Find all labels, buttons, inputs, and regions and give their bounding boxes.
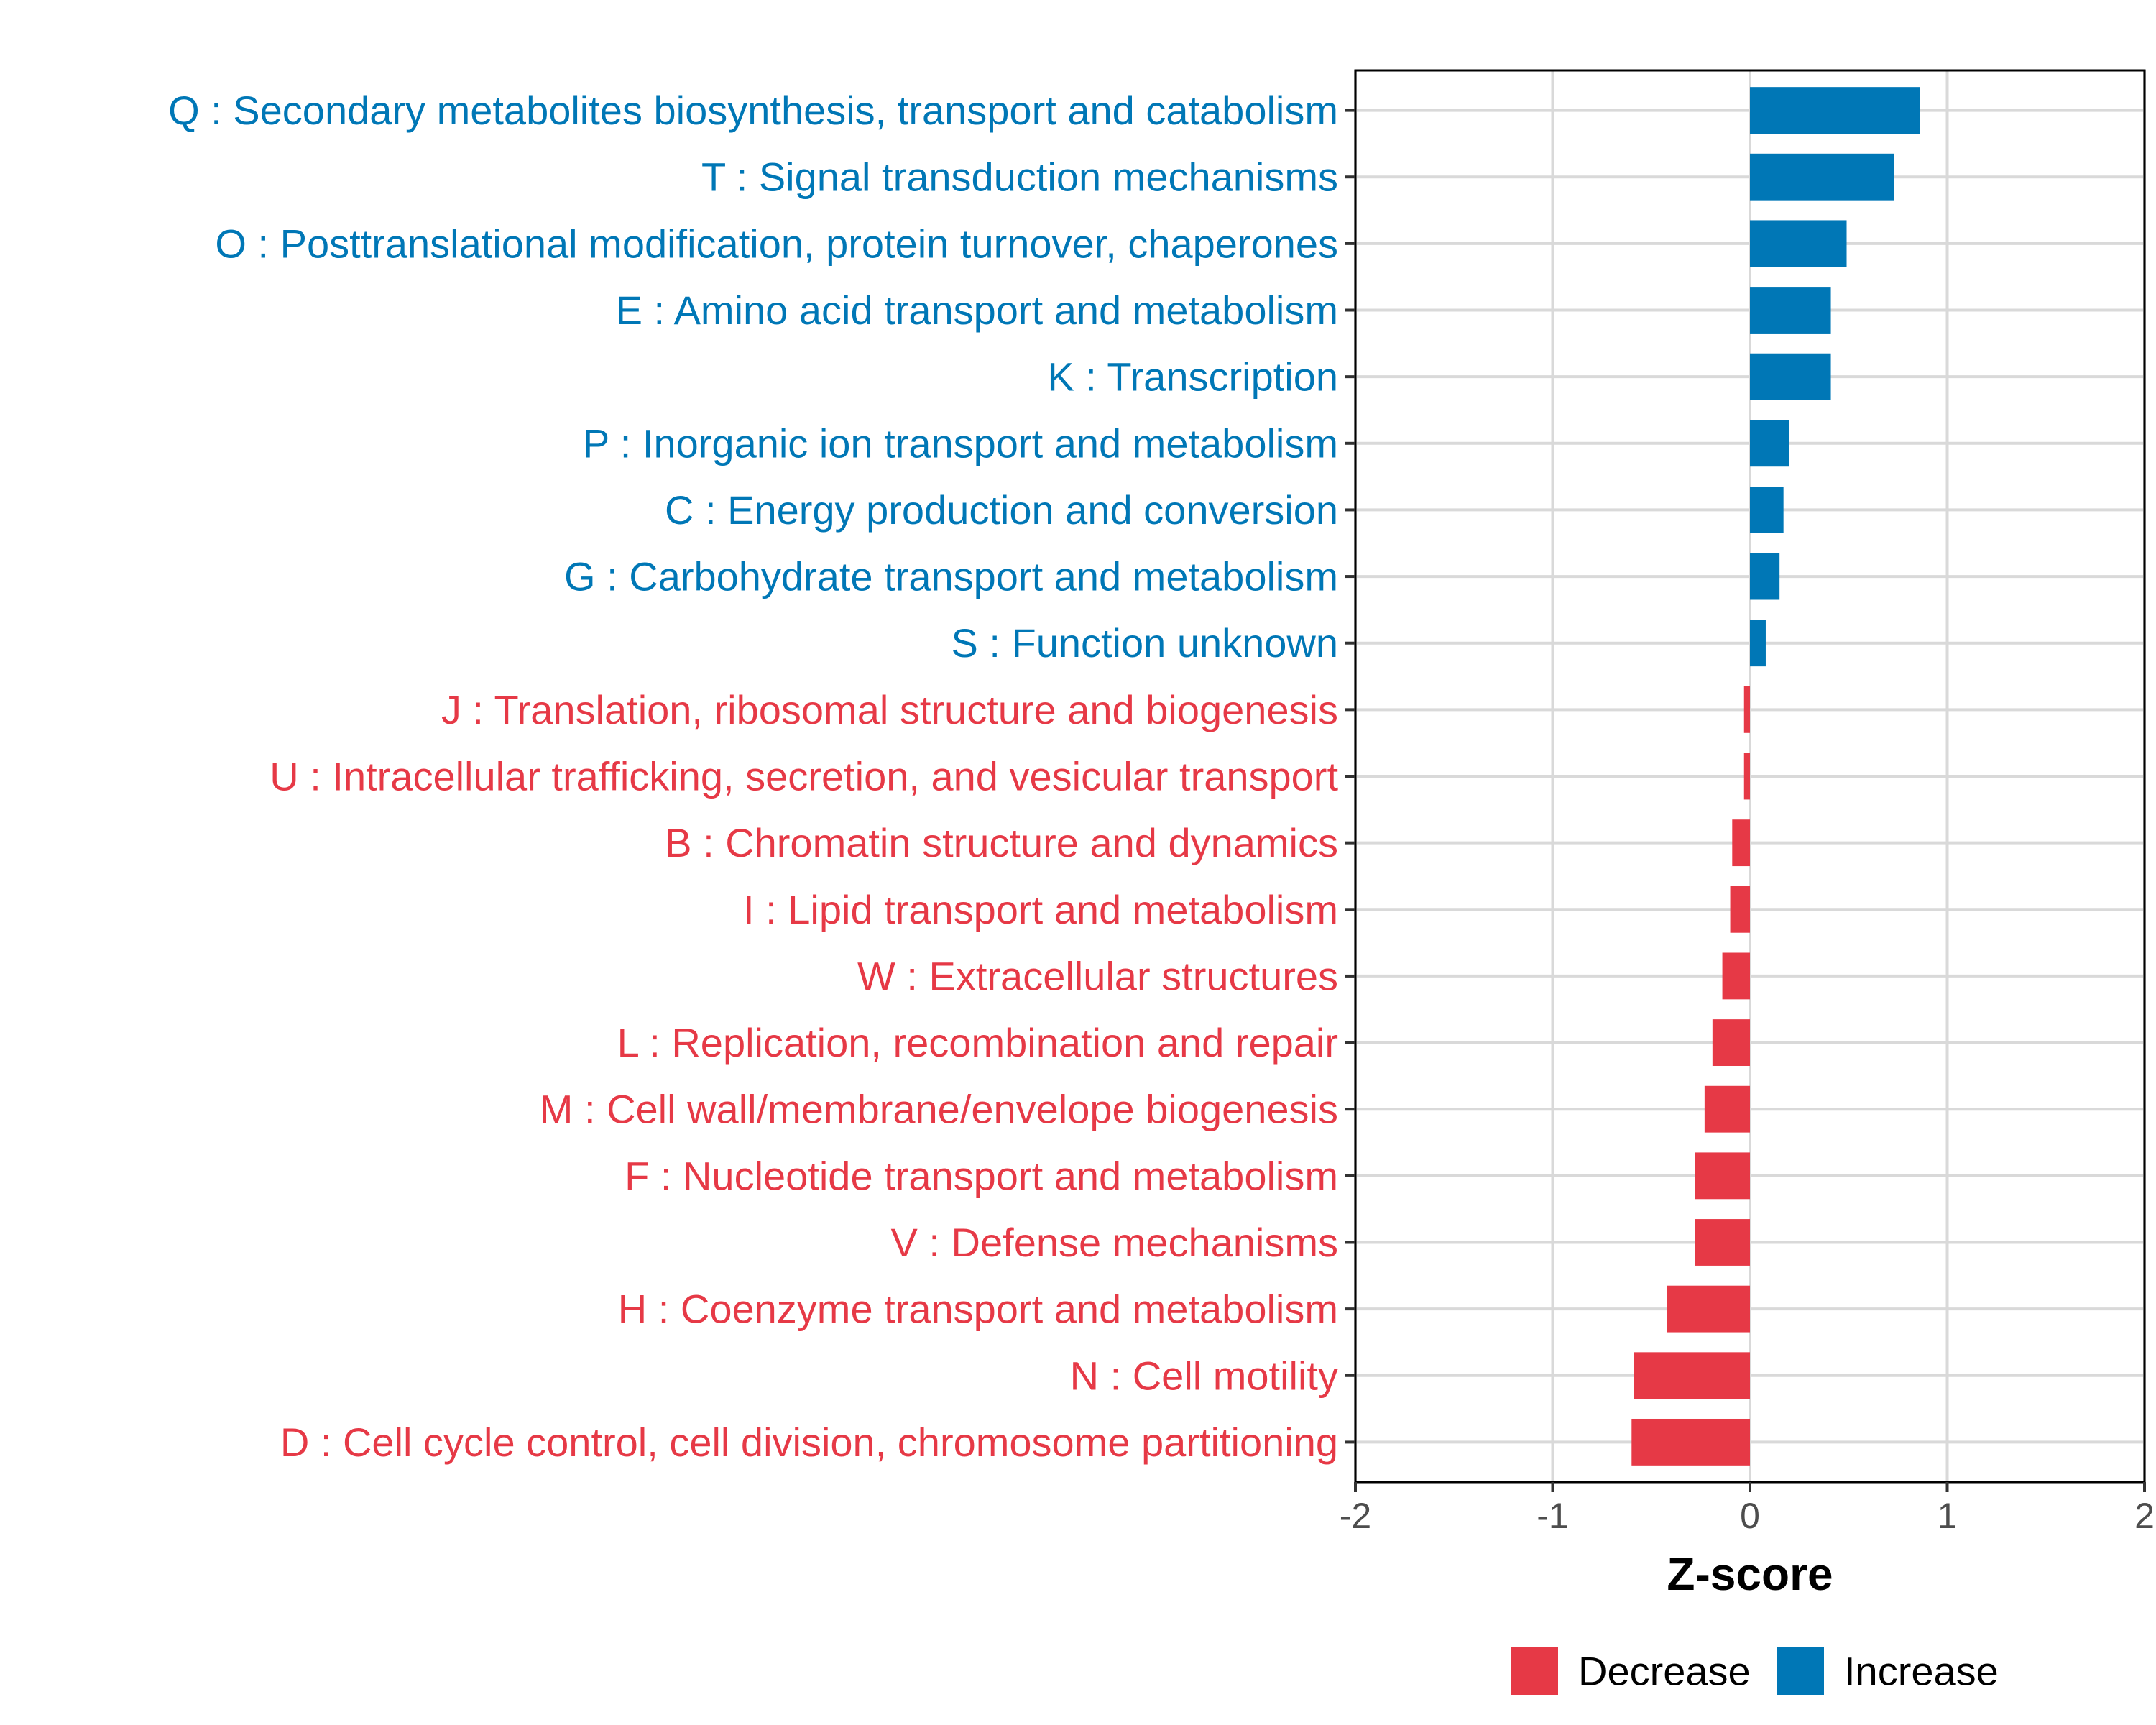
bar-6 (1750, 487, 1784, 533)
category-label-13: W : Extracellular structures (857, 953, 1338, 998)
category-label-3: E : Amino acid transport and metabolism (616, 288, 1338, 333)
bar-3 (1750, 287, 1831, 334)
x-axis-title: Z-score (1667, 1548, 1833, 1600)
legend-swatch-decrease (1511, 1647, 1558, 1695)
category-label-6: C : Energy production and conversion (665, 487, 1338, 533)
x-axis: -2 -1 0 1 2 (1340, 1482, 2155, 1536)
bar-8 (1750, 620, 1766, 667)
bar-17 (1695, 1219, 1750, 1266)
x-tick-label-4: 2 (2134, 1496, 2155, 1536)
category-label-9: J : Translation, ribosomal structure and… (441, 687, 1338, 732)
category-label-18: H : Coenzyme transport and metabolism (618, 1287, 1338, 1332)
legend-swatch-increase (1777, 1647, 1824, 1695)
category-label-15: M : Cell wall/membrane/envelope biogenes… (540, 1087, 1338, 1132)
bar-10 (1743, 753, 1750, 800)
legend: Decrease Increase (1511, 1647, 1999, 1695)
bar-5 (1750, 420, 1789, 467)
x-tick-label-3: 1 (1938, 1496, 1958, 1536)
legend-label-decrease: Decrease (1578, 1649, 1751, 1694)
category-label-11: B : Chromatin structure and dynamics (665, 820, 1338, 865)
category-label-0: Q : Secondary metabolites biosynthesis, … (168, 88, 1338, 133)
bar-2 (1750, 220, 1847, 267)
category-label-19: N : Cell motility (1070, 1353, 1338, 1398)
category-label-7: G : Carbohydrate transport and metabolis… (564, 554, 1338, 599)
category-label-14: L : Replication, recombination and repai… (617, 1020, 1338, 1065)
y-axis: Q : Secondary metabolites biosynthesis, … (168, 88, 1355, 1465)
bar-19 (1634, 1352, 1750, 1399)
x-tick-label-2: 0 (1740, 1496, 1760, 1536)
bar-15 (1704, 1085, 1750, 1133)
bar-11 (1732, 819, 1750, 867)
bar-16 (1695, 1152, 1750, 1200)
bar-1 (1750, 153, 1894, 201)
x-tick-label-1: -1 (1537, 1496, 1568, 1536)
bar-14 (1712, 1019, 1750, 1066)
category-label-8: S : Function unknown (951, 620, 1338, 666)
bars (1631, 87, 1920, 1466)
category-label-10: U : Intracellular trafficking, secretion… (270, 754, 1338, 799)
bar-4 (1750, 353, 1831, 400)
bar-0 (1750, 87, 1920, 134)
category-label-12: I : Lipid transport and metabolism (743, 887, 1338, 932)
category-label-2: O : Posttranslational modification, prot… (215, 221, 1338, 266)
bar-18 (1667, 1285, 1750, 1333)
bar-12 (1730, 886, 1750, 933)
bar-13 (1722, 952, 1750, 1000)
category-label-17: V : Defense mechanisms (891, 1220, 1338, 1265)
bar-20 (1631, 1418, 1750, 1466)
category-label-1: T : Signal transduction mechanisms (701, 155, 1338, 200)
x-tick-label-0: -2 (1340, 1496, 1371, 1536)
bar-7 (1750, 553, 1780, 600)
category-label-5: P : Inorganic ion transport and metaboli… (583, 420, 1338, 466)
bar-9 (1743, 686, 1750, 733)
category-label-16: F : Nucleotide transport and metabolism (625, 1153, 1338, 1198)
category-label-20: D : Cell cycle control, cell division, c… (280, 1420, 1338, 1465)
legend-label-increase: Increase (1844, 1649, 1999, 1694)
category-label-4: K : Transcription (1047, 354, 1338, 400)
